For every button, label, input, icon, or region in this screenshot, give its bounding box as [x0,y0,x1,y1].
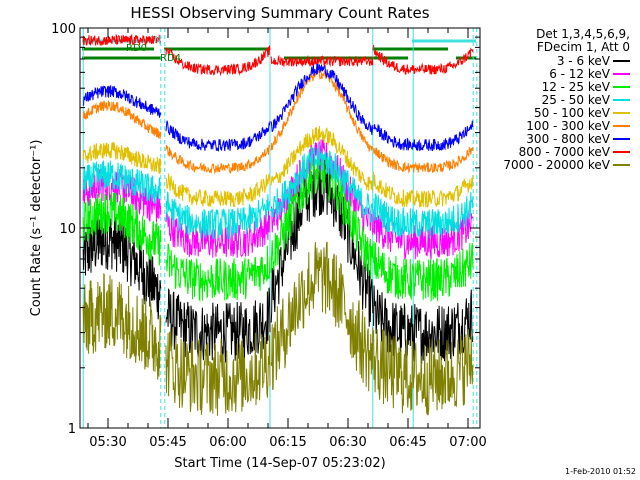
legend-label-6-12-kev: 6 - 12 keV [549,67,611,81]
legend-header-line-1: Det 1,3,4,5,6,9, [536,27,630,41]
x-tick-label: 06:30 [329,435,366,450]
series-line-25-50-kev [270,143,374,223]
series-line-800-7000-kev [373,45,474,75]
series-line-7000-20000-kev [270,241,374,392]
series-line-6-12-kev [373,207,474,260]
legend: Det 1,3,4,5,6,9, FDecim 1, Att 0 3 - 6 k… [503,27,630,172]
legend-label-800-7000-kev: 800 - 7000 keV [519,145,611,159]
y-tick-label: 1 [68,422,76,437]
series-line-50-100-kev [270,126,374,191]
flag-label-rd4: RD4 [160,53,181,64]
series-line-12-25-kev [373,241,474,302]
y-axis: 1 10 100 [51,22,480,437]
legend-label-25-50-kev: 25 - 50 keV [542,93,611,107]
series-line-6-12-kev [82,168,162,223]
series-line-800-7000-kev [165,45,271,77]
x-tick-label: 05:30 [89,435,126,450]
x-tick-label: 06:00 [209,435,246,450]
legend-label-300-800-kev: 300 - 800 keV [526,132,610,146]
x-tick-label: 07:00 [449,435,486,450]
legend-header-line-2: FDecim 1, Att 0 [537,40,630,54]
x-tick-label: 06:15 [269,435,306,450]
series-line-12-25-kev [82,192,162,266]
series-line-300-800-kev [373,120,474,152]
series-line-25-50-kev [82,160,161,205]
series-line-7000-20000-kev [82,272,162,380]
series-line-300-800-kev [82,85,162,118]
series-line-300-800-kev [270,63,374,135]
y-tick-label: 10 [59,222,76,237]
series-line-3-6-kev [165,287,271,363]
flag-labels: N RD0 RD4 [126,35,181,64]
legend-label-100-300-kev: 100 - 300 keV [526,119,610,133]
legend-label-50-100-kev: 50 - 100 keV [534,106,611,120]
series-line-3-6-kev [373,285,474,365]
series-line-7000-20000-kev [165,327,271,416]
flag-label-n: N [154,35,161,46]
x-axis: 05:30 05:45 06:00 06:15 06:30 06:45 07:00 [87,28,487,450]
series-line-100-300-kev [373,147,474,174]
y-axis-label: Count Rate (s⁻¹ detector⁻¹) [29,140,44,317]
legend-label-7000-20000-kev: 7000 - 20000 keV [503,158,610,172]
legend-label-12-25-kev: 12 - 25 keV [542,80,611,94]
series-line-50-100-kev [165,173,271,207]
chart-title: HESSI Observing Summary Count Rates [130,4,429,22]
series-line-12-25-kev [165,243,271,303]
series-line-7000-20000-kev [373,328,474,416]
flag-label-rd0: RD0 [126,43,147,54]
series-line-50-100-kev [373,171,474,208]
footer-date: 1-Feb-2010 01:52 [565,467,636,476]
series-lines [82,33,474,416]
x-tick-label: 05:45 [149,435,186,450]
legend-label-3-6-kev: 3 - 6 keV [557,54,611,68]
x-axis-label: Start Time (14-Sep-07 05:23:02) [174,456,385,471]
series-line-25-50-kev [373,191,474,239]
series-line-12-25-kev [270,152,374,280]
y-tick-label: 100 [51,22,76,37]
series-line-800-7000-kev [82,33,162,46]
series-line-3-6-kev [82,212,162,320]
series-line-100-300-kev [270,69,374,152]
series-line-300-800-kev [165,120,271,153]
x-tick-label: 06:45 [389,435,426,450]
series-line-25-50-kev [165,191,271,240]
series-line-800-7000-kev [270,54,374,68]
series-line-3-6-kev [270,157,374,327]
series-line-50-100-kev [82,141,162,174]
series-line-100-300-kev [165,145,271,175]
series-line-100-300-kev [82,100,162,139]
